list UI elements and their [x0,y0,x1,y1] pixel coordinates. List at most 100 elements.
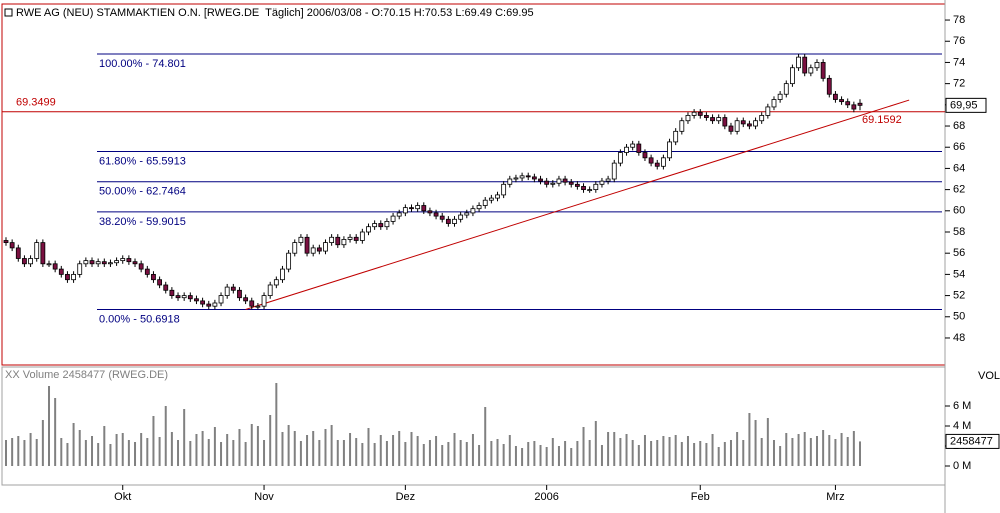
candle-body [771,99,777,108]
candle-body [796,56,801,69]
volume-bar [66,443,69,466]
volume-bar [478,445,481,466]
volume-bar [625,434,628,466]
volume-bar [459,440,462,466]
candle-body [34,242,40,259]
candle-body [22,258,27,265]
volume-bar [680,442,683,466]
volume-bar [146,438,149,466]
chart-title: RWE AG (NEU) STAMMAKTIEN O.N. [RWEG.DE T… [16,7,534,19]
candle-body [40,242,46,265]
candle-body [280,268,285,281]
candle-body [15,247,21,259]
volume-bar [668,437,671,466]
candle-body [230,286,236,291]
volume-bar [367,428,370,466]
candle-body [286,252,292,270]
y-tick-label: 48 [953,332,965,344]
candle-body [470,208,476,214]
volume-bar [281,432,284,466]
volume-bar [17,436,20,466]
volume-bar [723,442,726,466]
candle-body [531,176,537,180]
candle-body [114,260,119,264]
volume-bar [158,437,161,466]
candle-body [464,212,470,216]
y-tick-label: 78 [953,14,965,26]
candle-body [187,295,193,300]
candle-body [138,263,144,270]
y-tick-label: 60 [953,205,965,217]
candle-body [439,215,445,220]
volume-bar [582,427,585,466]
volume-bar [551,438,554,466]
candle-body [409,207,414,210]
candle-body [390,215,396,222]
candle-body [323,242,328,252]
volume-bar [484,407,487,466]
candle-body [581,186,586,191]
volume-bar [852,431,855,466]
candle-body [722,117,728,127]
candle-body [802,56,808,74]
volume-bar [220,442,223,466]
volume-bar [177,440,180,466]
volume-bar [748,413,751,466]
volume-bar [435,436,438,466]
y-tick-label: 74 [953,56,965,68]
volume-bar [244,442,247,466]
volume-bar [705,443,708,466]
candle-body [740,120,746,125]
y-tick-label: 62 [953,184,965,196]
candle-body [501,183,507,196]
candle-body [617,152,623,164]
candle-body [814,62,820,69]
volume-bar [121,433,124,466]
y-tick-label: 56 [953,247,965,259]
volume-bar [736,432,739,466]
candle-body [89,260,95,265]
volume-bar [152,416,155,466]
volume-bar [441,445,444,466]
candle-body [654,162,660,167]
candle-body [396,212,402,217]
volume-bar [97,443,100,466]
volume-bar [650,441,653,466]
candle-body [212,302,218,307]
last-price-label: 69,95 [950,99,978,111]
volume-bar [226,434,229,466]
candle-body [808,67,814,74]
candle-body [673,130,679,143]
volume-bar [545,447,548,466]
candle-body [667,141,672,159]
volume-bar [822,430,825,466]
candle-body [624,146,629,153]
candle-body [372,223,378,228]
volume-bar [766,418,769,466]
last-volume-label: 2458477 [950,435,993,447]
volume-bar [250,424,253,466]
volume-bar [453,433,456,466]
volume-bar [643,435,646,466]
vol-tick-label: 4 M [953,420,971,432]
volume-bar [164,406,167,466]
last-volume-box [945,433,1000,449]
candle-body [734,120,740,132]
candle-body [347,236,353,240]
volume-bar [521,448,524,466]
candle-body [310,247,316,254]
trendline [245,99,910,310]
volume-bar [815,436,818,466]
volume-bar [416,436,419,466]
candle-body [544,180,550,185]
volume-bar [91,436,94,466]
y-tick-label: 52 [953,289,965,301]
volume-bar [410,432,413,466]
volume-bar [502,444,505,466]
candle-body [519,175,525,179]
volume-bar [318,440,321,466]
fib-label: 50.00% - 62.7464 [99,186,186,198]
volume-bar [373,443,376,466]
candle-body [28,258,33,265]
volume-bar [275,383,278,466]
